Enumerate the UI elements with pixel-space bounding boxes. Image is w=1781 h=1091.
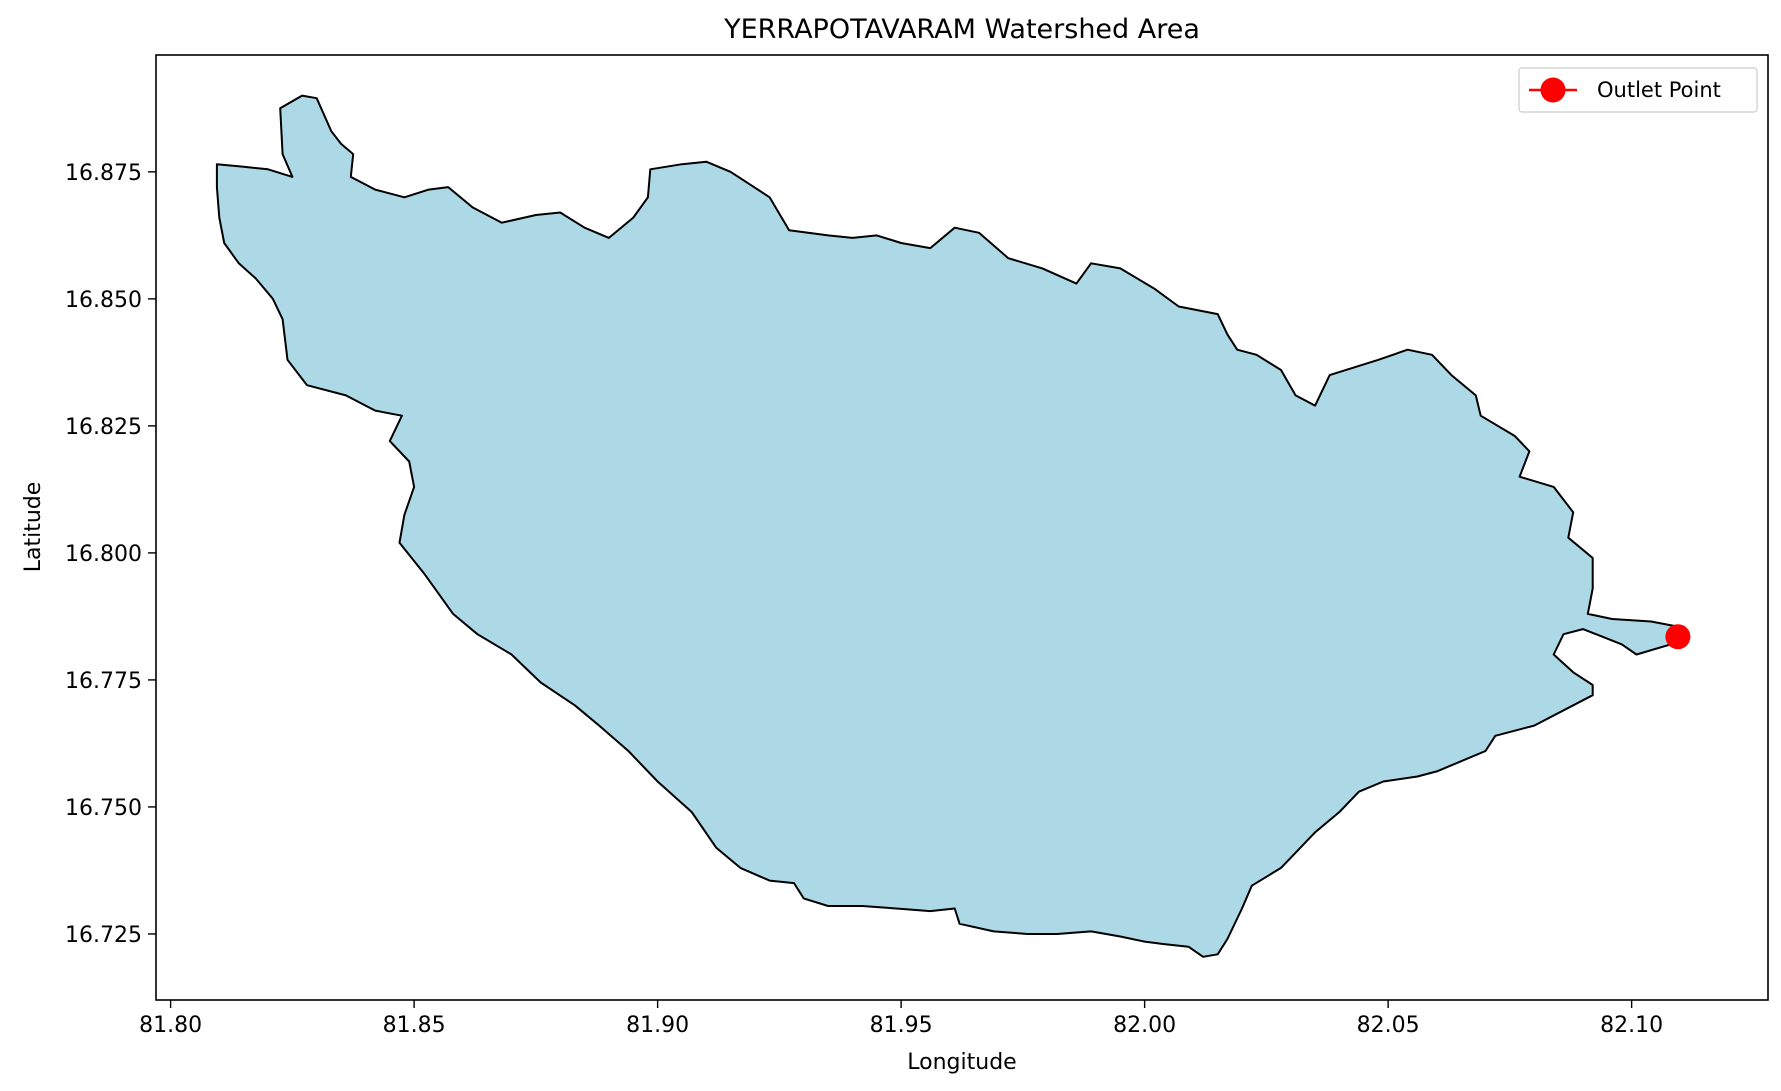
x-tick-label: 82.05 [1357, 1013, 1420, 1038]
legend-marker-icon [1540, 77, 1566, 103]
x-axis-label: Longitude [907, 1050, 1016, 1075]
x-tick-label: 82.10 [1600, 1013, 1663, 1038]
y-tick-label: 16.850 [65, 288, 142, 313]
x-tick-label: 81.80 [139, 1013, 202, 1038]
y-tick-label: 16.825 [65, 415, 142, 440]
legend: Outlet Point [1518, 67, 1758, 113]
plot-area [155, 54, 1769, 1001]
y-axis-label: Latitude [21, 482, 46, 573]
legend-box [1518, 67, 1758, 113]
outlet-point-marker[interactable] [1665, 624, 1691, 650]
x-tick-label: 82.00 [1113, 1013, 1176, 1038]
legend-label-outlet: Outlet Point [1597, 78, 1721, 102]
y-axis: 16.725 16.750 16.775 16.800 16.825 16.850 16.8… [65, 161, 156, 948]
x-tick-label: 81.90 [626, 1013, 689, 1038]
x-axis: 81.80 81.85 81.90 81.95 82.00 82.05 82.10 [139, 1000, 1663, 1038]
y-tick-label: 16.750 [65, 796, 142, 821]
x-tick-label: 81.85 [383, 1013, 446, 1038]
plot-frame [155, 54, 1769, 1001]
watershed-polygon[interactable] [215, 94, 1679, 958]
map-title: YERRAPOTAVARAM Watershed Area [723, 14, 1200, 45]
x-tick-label: 81.95 [870, 1013, 933, 1038]
y-tick-label: 16.875 [65, 161, 142, 186]
y-tick-label: 16.725 [65, 923, 142, 948]
y-tick-label: 16.775 [65, 669, 142, 694]
y-tick-label: 16.800 [65, 542, 142, 567]
